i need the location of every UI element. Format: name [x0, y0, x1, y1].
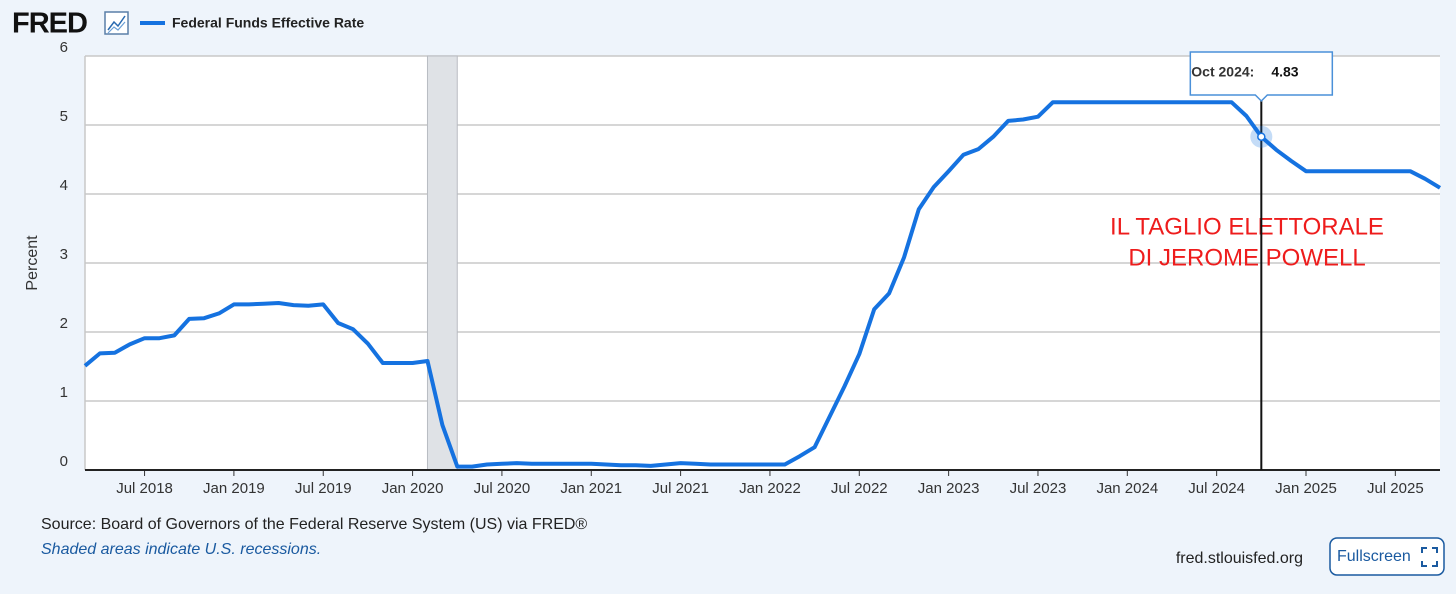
y-tick-label: 0: [60, 453, 68, 470]
y-tick-label: 2: [60, 315, 68, 332]
annotation: IL TAGLIO ELETTORALE: [1110, 213, 1384, 240]
x-tick-label: Jan 2023: [918, 480, 980, 497]
x-tick-label: Jan 2019: [203, 480, 265, 497]
x-tick-label: Jul 2025: [1367, 480, 1424, 497]
x-tick-label: Jul 2020: [474, 480, 531, 497]
hover-point: [1257, 132, 1266, 141]
x-tick-label: Jul 2024: [1188, 480, 1245, 497]
x-tick-label: Jul 2018: [116, 480, 173, 497]
x-tick-label: Jul 2021: [652, 480, 709, 497]
x-tick-label: Jan 2025: [1275, 480, 1337, 497]
legend-label: Federal Funds Effective Rate: [172, 15, 364, 31]
y-tick-label: 4: [60, 177, 68, 194]
y-tick-label: 3: [60, 246, 68, 263]
tooltip-value: 4.83: [1271, 64, 1298, 80]
x-tick-label: Jul 2022: [831, 480, 888, 497]
source: Source: Board of Governors of the Federa…: [41, 516, 587, 533]
x-tick-label: Jan 2022: [739, 480, 801, 497]
recession-shade: [426, 55, 458, 471]
x-tick-label: Jan 2020: [382, 480, 444, 497]
note: Shaded areas indicate U.S. recessions.: [41, 541, 321, 558]
y-tick-label: 5: [60, 108, 68, 125]
brand: FRED: [12, 8, 87, 40]
annotation: DI JEROME POWELL: [1128, 244, 1365, 271]
tooltip-box: [1189, 51, 1334, 103]
fullscreen-button[interactable]: Fullscreen: [1329, 537, 1445, 576]
y-tick-label: 6: [60, 39, 68, 56]
tooltip-label: Oct 2024:: [1191, 64, 1254, 80]
x-tick-label: Jan 2021: [560, 480, 622, 497]
y-tick-label: 1: [60, 384, 68, 401]
site: fred.stlouisfed.org: [1176, 550, 1303, 567]
button-label[interactable]: Fullscreen: [1337, 548, 1411, 565]
x-tick-label: Jan 2024: [1096, 480, 1158, 497]
series-line: [83, 100, 1442, 469]
x-tick-label: Jul 2019: [295, 480, 352, 497]
brand-icon: [104, 11, 129, 35]
y-axis-label: Percent: [24, 235, 41, 291]
x-tick-label: Jul 2023: [1010, 480, 1067, 497]
